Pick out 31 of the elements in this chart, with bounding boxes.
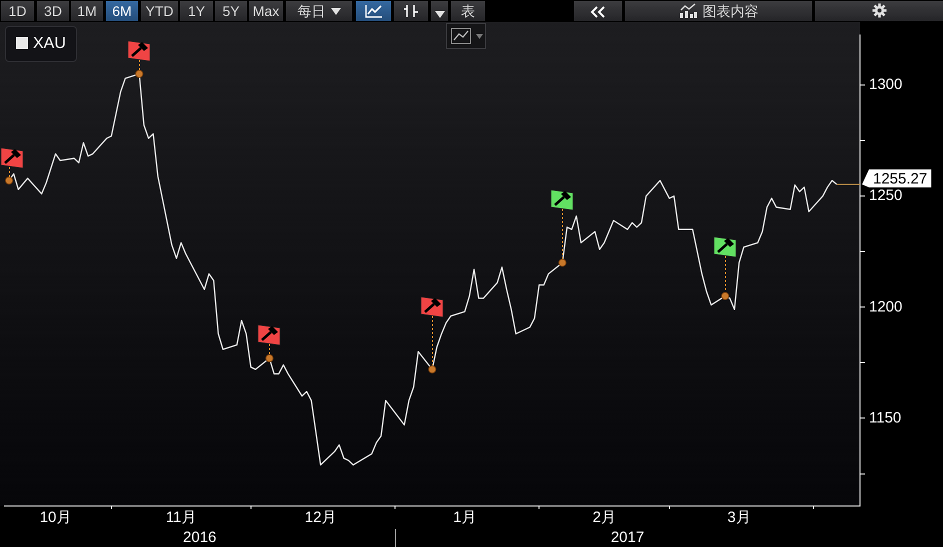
x2-tick-label: 2017 xyxy=(610,529,644,546)
point xyxy=(558,258,566,267)
toolbar-button: 表 xyxy=(451,1,485,21)
x-tick-label: 10月 xyxy=(40,509,72,526)
point xyxy=(428,365,436,374)
point xyxy=(721,292,730,300)
y-tick-label: 1150 xyxy=(869,409,902,426)
toolbar-button: Max xyxy=(249,1,283,21)
toolbar-button: 1D xyxy=(1,1,34,21)
x-tick-label: 1月 xyxy=(453,509,476,526)
point xyxy=(265,354,274,362)
toolbar-button: 5Y xyxy=(215,1,247,21)
y-tick-label: 1300 xyxy=(869,76,902,94)
toolbar-button: 1M xyxy=(71,1,103,21)
annotation: 1255.27 xyxy=(873,170,928,188)
point xyxy=(5,176,14,185)
toolbar-button: 6M xyxy=(106,1,138,21)
toolbar-button: 图表内容 xyxy=(625,1,812,21)
x-tick-label: 12月 xyxy=(304,509,336,526)
point xyxy=(135,70,144,78)
x2-tick-label: 2016 xyxy=(183,529,216,546)
toolbar-button: 3D xyxy=(37,1,69,21)
x-tick-label: 11月 xyxy=(166,509,196,526)
y-tick-label: 1200 xyxy=(869,298,902,316)
toolbar-button: 1Y xyxy=(180,1,213,21)
toolbar-button: 每日 xyxy=(286,1,352,21)
x-tick-label: 3月 xyxy=(727,509,751,526)
legend-label: XAU xyxy=(33,35,66,52)
x-tick-label: 2月 xyxy=(592,509,616,526)
y-tick-label: 1250 xyxy=(869,187,902,204)
toolbar-button: YTD xyxy=(141,1,178,21)
